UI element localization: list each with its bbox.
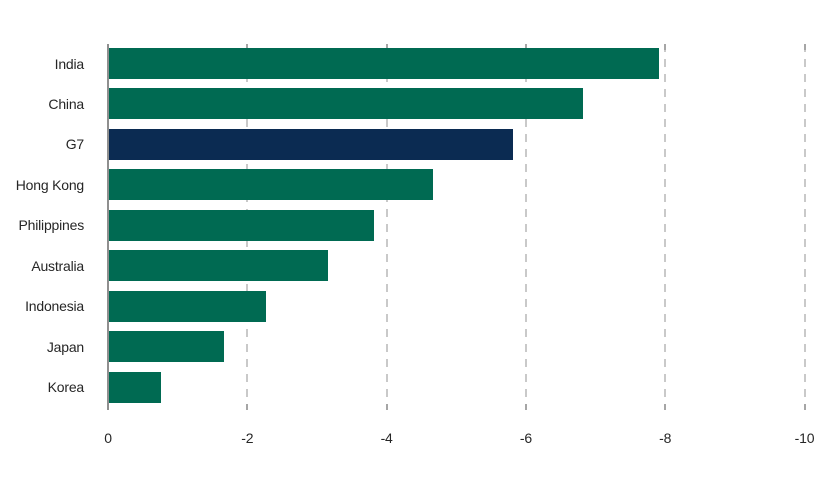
top-tick--4 bbox=[385, 44, 388, 50]
bottom-tick--4 bbox=[385, 404, 388, 410]
bar-japan bbox=[109, 331, 224, 363]
bar-india bbox=[109, 48, 660, 79]
x-tick-label--6: -6 bbox=[519, 430, 532, 446]
y-axis-zero-line bbox=[107, 44, 109, 410]
category-label-hong-kong: Hong Kong bbox=[15, 176, 84, 193]
bar-philippines bbox=[109, 209, 374, 241]
top-tick--8 bbox=[664, 44, 667, 50]
bar-korea bbox=[109, 371, 162, 403]
category-label-g7: G7 bbox=[65, 136, 84, 153]
category-label-japan: Japan bbox=[46, 338, 84, 355]
x-tick-label--2: -2 bbox=[241, 430, 254, 446]
bottom-tick--10 bbox=[803, 404, 806, 410]
x-tick-label--8: -8 bbox=[659, 430, 672, 446]
category-label-korea: Korea bbox=[47, 379, 85, 396]
top-tick--6 bbox=[524, 44, 527, 50]
bar-g7 bbox=[109, 128, 513, 160]
bottom-tick--8 bbox=[664, 404, 667, 410]
gridline--10 bbox=[803, 44, 806, 404]
category-label-china: China bbox=[48, 95, 84, 112]
bar-indonesia bbox=[109, 290, 266, 322]
gridline--4 bbox=[385, 44, 388, 404]
gridline--8 bbox=[664, 44, 667, 404]
x-tick-label--10: -10 bbox=[794, 430, 815, 446]
bar-australia bbox=[109, 250, 329, 282]
category-label-indonesia: Indonesia bbox=[25, 298, 84, 315]
top-tick--2 bbox=[246, 44, 249, 50]
bar-hong-kong bbox=[109, 169, 433, 201]
x-tick-label-0: 0 bbox=[104, 430, 112, 446]
top-tick--10 bbox=[803, 44, 806, 50]
bottom-tick--2 bbox=[246, 404, 249, 410]
bar-china bbox=[109, 88, 583, 120]
x-tick-label--4: -4 bbox=[380, 430, 393, 446]
gridline--6 bbox=[524, 44, 527, 404]
bottom-tick--6 bbox=[524, 404, 527, 410]
category-label-india: India bbox=[54, 55, 85, 72]
category-label-australia: Australia bbox=[31, 257, 84, 274]
category-label-philippines: Philippines bbox=[18, 217, 84, 234]
